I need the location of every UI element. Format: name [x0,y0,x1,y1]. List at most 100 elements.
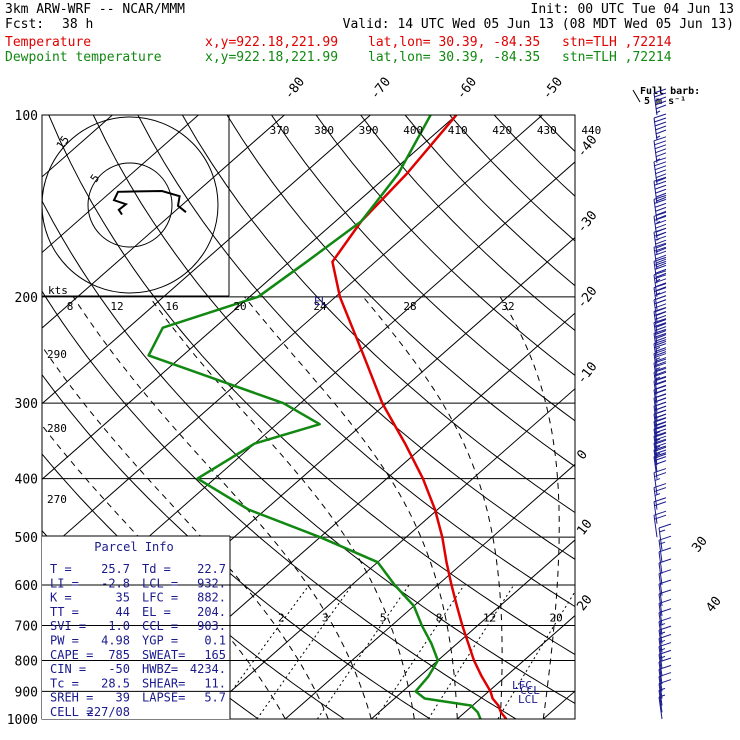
dry-adiabat [628,115,740,719]
barb-flag [653,242,667,248]
barb-flag [654,362,667,368]
mixing-ratio-label: 8 [436,611,443,624]
barb-flag [654,311,667,316]
barb-flag [653,452,667,458]
barb-flag [658,608,672,614]
parcel-label: LCL = [142,576,178,590]
isotherm-label: -50 [540,75,566,103]
barb-flag [655,206,667,212]
isotherm-label: -10 [574,359,600,387]
init-time: Init: 00 UTC Tue 04 Jun 13 [530,2,735,17]
isotherm [42,115,371,405]
barb-flag [655,129,667,135]
barb-flag [658,547,672,553]
barb-flag [654,117,667,123]
barb-half [655,438,661,442]
barb-flag [654,449,667,455]
plot-frame [41,114,576,720]
isotherm-label: 0 [574,447,591,462]
isotherm-label: 30 [689,534,710,556]
dry-adiabat [181,115,575,514]
barb-flag [653,510,667,516]
parcel-value: 35 [116,591,130,605]
barb-flag [653,211,667,217]
theta-label: 290 [47,348,67,361]
barb-flag [653,417,667,423]
barb-flag [653,328,667,334]
wind-barb [658,664,672,692]
parcel-value: 882. [197,591,226,605]
hodograph-ring-label: 24 [313,300,327,313]
barb-flag [654,274,667,280]
barb-flag [653,318,667,324]
barb-half [659,541,666,545]
wind-barb [658,633,672,661]
dry-adiabat [538,115,575,153]
valid-time: Valid: 14 UTC Wed 05 Jun 13 (08 MDT Wed … [342,17,734,32]
hodograph-ring-label: 8 [67,300,74,313]
barb-flag [658,657,672,663]
barb-flag [655,243,667,249]
parcel-label: LAPSE= [142,691,185,705]
dry-adiabat [48,115,575,656]
theta-label: 280 [47,422,67,435]
barb-flag [654,472,667,478]
barb-flag [658,642,672,648]
barb-flag [654,460,667,466]
barb-flag [655,173,667,179]
pressure-label: 400 [15,473,38,488]
dry-adiabat [493,115,575,197]
barb-flag [658,679,672,685]
moist-adiabat [42,345,329,719]
barb-flag [654,322,667,328]
barb-flag [655,104,667,110]
barb-flag [655,370,667,376]
theta-label: 270 [47,493,67,506]
parcel-label: EL = [142,605,171,619]
barb-flag [654,287,667,293]
isotherm [42,115,457,480]
barb-flag [654,453,667,459]
temperature-legend: Temperature [5,35,92,50]
parcel-label: LFC = [142,591,178,605]
barb-flag [653,483,667,489]
parcel-label: PW = [50,634,79,648]
barb-half [658,687,666,691]
dry-adiabat [226,115,575,468]
barb-staff [658,603,663,626]
barb-flag [654,235,667,241]
temperature-xy: x,y=922.18,221.99 [205,35,339,50]
parcel-value: 28.5 [101,676,130,690]
barb-half [659,639,666,643]
barb-flag [655,323,667,328]
wind-barb [653,328,667,356]
barb-half [655,431,661,435]
dry-adiabat [449,115,575,242]
dry-adiabat [672,115,740,719]
parcel-value: 22.7 [197,562,226,576]
barb-staff [658,562,663,586]
mixing-ratio-label: 5 [380,611,387,624]
wind-barb [653,113,667,141]
barb-half [655,346,661,350]
theta-label: 420 [492,124,512,137]
barb-flag [655,379,667,385]
parcel-box-bg [42,536,230,719]
isotherm-label: -30 [574,208,600,236]
mixing-ratio-label: 20 [550,611,563,624]
parcel-label: CELL = [50,705,93,719]
barb-flag [653,409,667,415]
barb-flag [654,446,667,452]
pressure-label: 200 [15,291,38,306]
theta-label: 440 [581,124,601,137]
barb-flag [658,579,672,585]
barb-flag [653,393,667,399]
barb-flag [654,202,667,208]
moist-adiabat [244,296,458,719]
hodograph-ring-label: 12 [110,300,123,313]
barb-flag [658,625,672,631]
barb-flag [653,431,667,437]
pressure-label: 900 [15,685,38,700]
mixing-ratio-line [256,584,353,719]
